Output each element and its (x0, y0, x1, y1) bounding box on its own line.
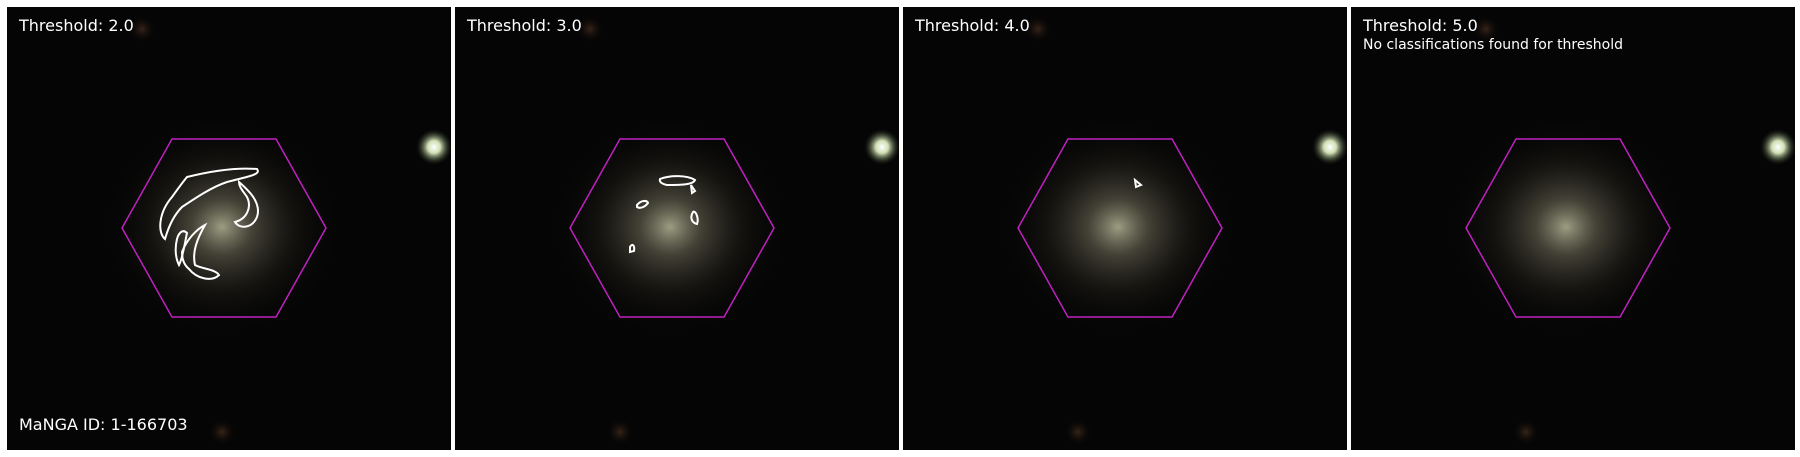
bright-star (1312, 129, 1347, 165)
ifu-hexagon (569, 138, 775, 318)
faint-source (208, 418, 236, 446)
galaxy-panel-threshold-2: Threshold: 2.0 MaNGA ID: 1-166703 (7, 7, 451, 450)
classification-contour (636, 199, 650, 209)
galaxy-panel-threshold-4: Threshold: 4.0 (903, 7, 1347, 450)
ifu-hexagon (1017, 138, 1223, 318)
faint-source (1472, 15, 1500, 43)
galaxy-image (455, 7, 899, 450)
classification-contour (159, 167, 259, 241)
galaxy-glow (102, 117, 342, 337)
manga-id-label: MaNGA ID: 1-166703 (19, 415, 188, 434)
classification-contour (233, 179, 259, 228)
galaxy-panel-threshold-3: Threshold: 3.0 (455, 7, 899, 450)
bright-star (1760, 129, 1795, 165)
classification-contour (174, 230, 189, 268)
galaxy-glow (550, 117, 790, 337)
faint-source (1024, 15, 1052, 43)
classification-contour (629, 243, 636, 254)
classification-contour (690, 210, 699, 226)
ifu-hexagon (121, 138, 327, 318)
galaxy-image (903, 7, 1347, 450)
bright-star (416, 129, 451, 165)
classification-contour (658, 175, 697, 187)
galaxy-glow (1446, 117, 1686, 337)
faint-source (606, 418, 634, 446)
classification-contour (180, 222, 221, 280)
galaxy-image (7, 7, 451, 450)
classification-contour (1133, 177, 1143, 189)
faint-source (1064, 418, 1092, 446)
threshold-label: Threshold: 5.0 (1363, 16, 1478, 35)
faint-source (128, 15, 156, 43)
no-classifications-note: No classifications found for threshold (1363, 37, 1623, 53)
bright-star (864, 129, 899, 165)
threshold-label: Threshold: 2.0 (19, 16, 134, 35)
ifu-hexagon (1465, 138, 1671, 318)
galaxy-image (1351, 7, 1795, 450)
faint-source (1512, 418, 1540, 446)
faint-source (576, 15, 604, 43)
threshold-label: Threshold: 4.0 (915, 16, 1030, 35)
galaxy-panel-threshold-5: Threshold: 5.0 No classifications found … (1351, 7, 1795, 450)
threshold-label: Threshold: 3.0 (467, 16, 582, 35)
classification-contour (690, 184, 697, 195)
galaxy-glow (998, 117, 1238, 337)
